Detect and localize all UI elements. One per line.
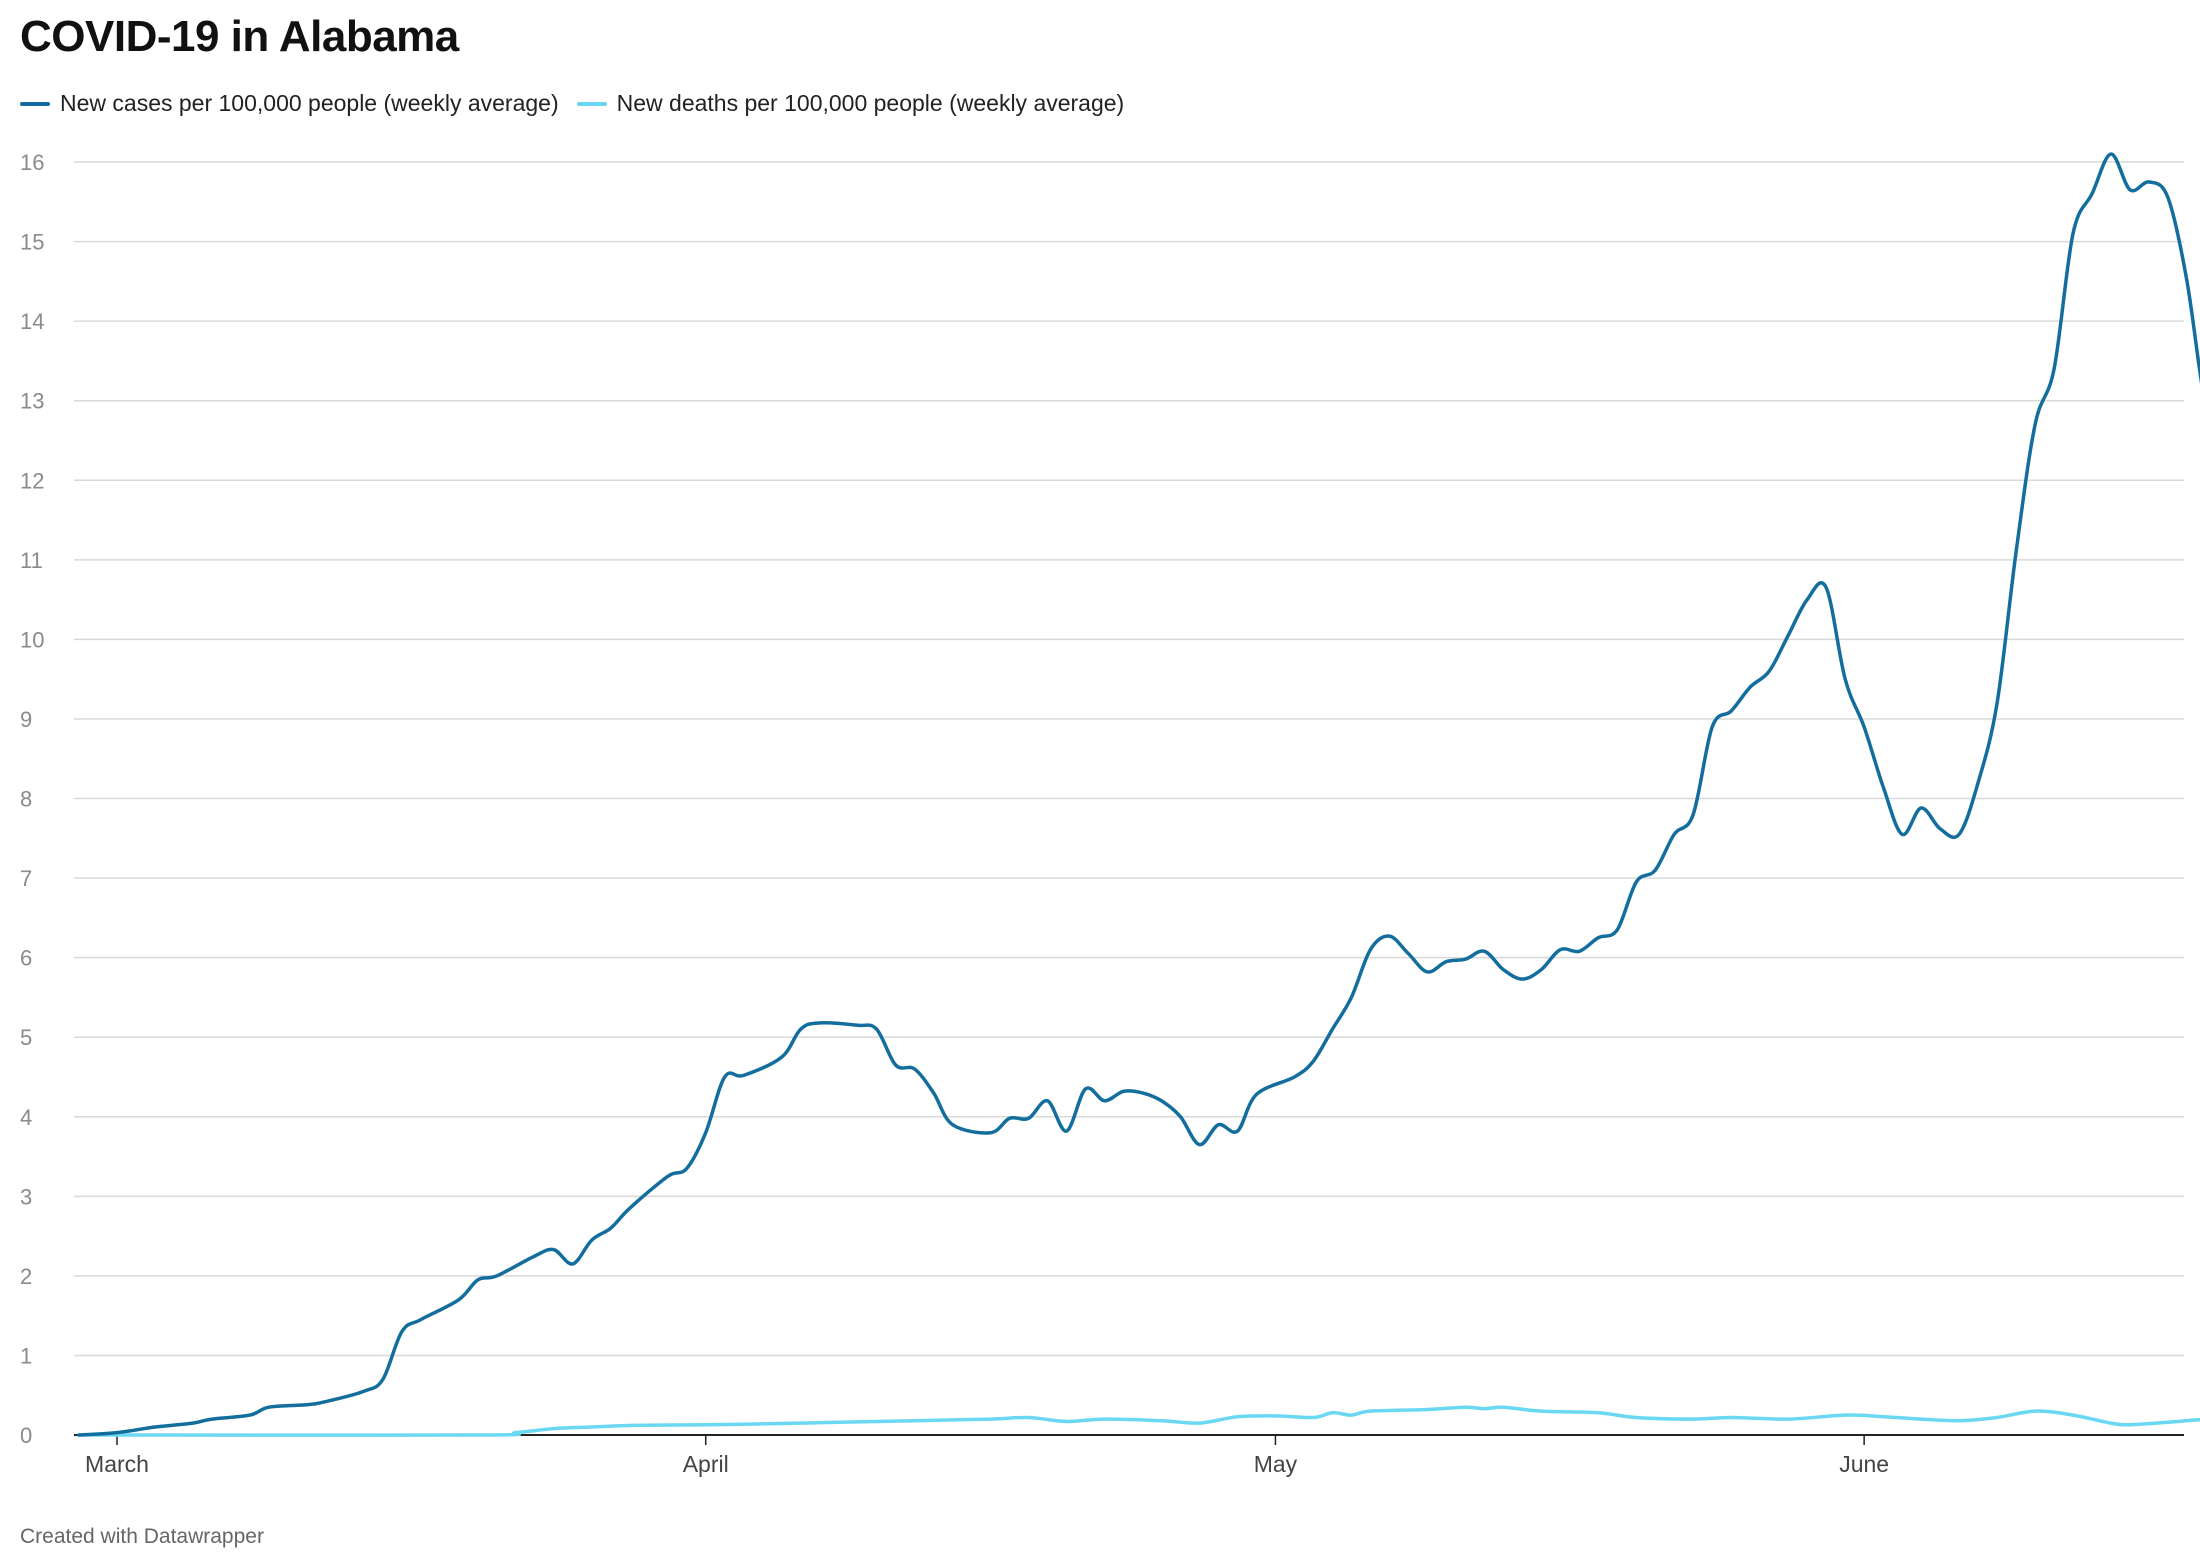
- y-tick-label: 13: [20, 389, 44, 414]
- legend-label-cases: New cases per 100,000 people (weekly ave…: [60, 90, 559, 116]
- y-tick-label: 14: [20, 309, 44, 334]
- x-tick-label: April: [683, 1451, 729, 1477]
- y-tick-label: 3: [20, 1184, 32, 1209]
- legend-item-cases: New cases per 100,000 people (weekly ave…: [20, 90, 559, 117]
- y-tick-label: 16: [20, 150, 44, 175]
- y-tick-label: 12: [20, 468, 44, 493]
- y-tick-label: 1: [20, 1343, 32, 1368]
- legend-swatch-cases: [20, 101, 50, 106]
- y-tick-label: 6: [20, 946, 32, 971]
- y-tick-label: 8: [20, 787, 32, 812]
- chart-title: COVID-19 in Alabama: [20, 12, 459, 61]
- y-tick-label: 4: [20, 1105, 32, 1130]
- y-tick-label: 0: [20, 1423, 32, 1448]
- y-tick-label: 15: [20, 230, 44, 255]
- legend-label-deaths: New deaths per 100,000 people (weekly av…: [616, 90, 1125, 116]
- legend-item-deaths: New deaths per 100,000 people (weekly av…: [576, 90, 1125, 117]
- footer-credit: Created with Datawrapper: [20, 1525, 264, 1548]
- y-tick-label: 5: [20, 1025, 32, 1050]
- legend: New cases per 100,000 people (weekly ave…: [20, 90, 1142, 117]
- series-line-cases: [77, 152, 2200, 1437]
- y-tick-label: 7: [20, 866, 32, 891]
- legend-swatch-deaths: [576, 101, 607, 106]
- x-tick-label: June: [1839, 1451, 1889, 1477]
- y-tick-label: 11: [20, 548, 43, 573]
- y-tick-label: 2: [20, 1264, 32, 1289]
- series-line-deaths: [77, 1405, 2200, 1437]
- y-tick-label: 9: [20, 707, 32, 732]
- x-tick-label: March: [85, 1451, 149, 1477]
- x-tick-label: May: [1254, 1451, 1298, 1477]
- y-tick-label: 10: [20, 627, 44, 652]
